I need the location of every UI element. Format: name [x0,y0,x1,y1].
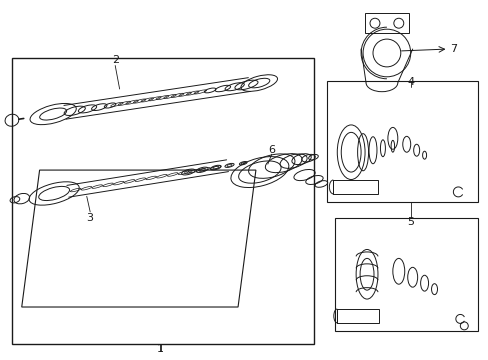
Bar [326,81,477,202]
Text: 2: 2 [111,55,119,64]
Text: 6: 6 [268,145,275,155]
Text: 5: 5 [407,217,413,227]
Text: 1: 1 [157,344,164,354]
Bar [12,58,314,344]
Text: 7: 7 [449,44,457,54]
Bar [365,13,408,33]
Text: 3: 3 [86,213,94,223]
Bar [333,180,377,194]
Text: 4: 4 [407,77,413,87]
Bar [337,309,378,323]
Bar [335,218,477,331]
